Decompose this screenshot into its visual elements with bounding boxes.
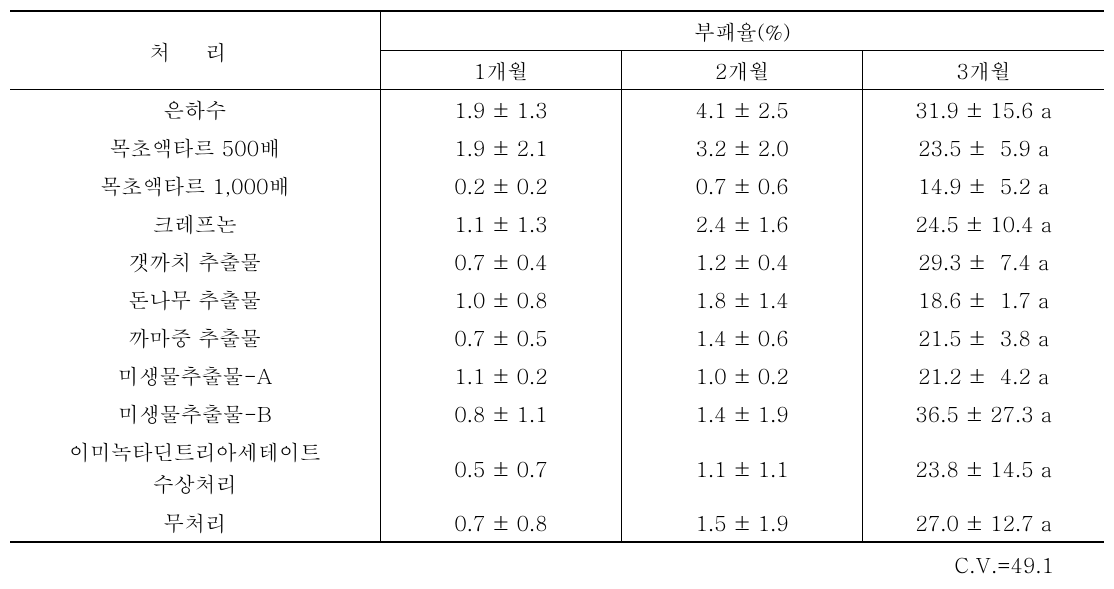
month2-value: 1.4 ± 0.6 [622,318,863,356]
month2-value: 1.2 ± 0.4 [622,242,863,280]
month2-value: 1.5 ± 1.9 [622,503,863,542]
month1-value: 0.7 ± 0.5 [380,318,621,356]
month2-value: 1.4 ± 1.9 [622,394,863,432]
month2-value: 4.1 ± 2.5 [622,90,863,129]
table-row: 미생물추출물-B0.8 ± 1.11.4 ± 1.936.5 ± 27.3 a [10,394,1104,432]
header-month2: 2개월 [622,51,863,90]
month3-value: 31.9 ± 15.6 a [863,90,1104,129]
month2-value: 1.0 ± 0.2 [622,356,863,394]
month3-value: 14.9 ± 5.2 a [863,166,1104,204]
header-treatment: 처 리 [10,11,380,90]
month1-value: 0.8 ± 1.1 [380,394,621,432]
cv-footer: C.V.=49.1 [10,543,1104,579]
month1-value: 1.1 ± 0.2 [380,356,621,394]
month3-value: 29.3 ± 7.4 a [863,242,1104,280]
month3-value: 21.5 ± 3.8 a [863,318,1104,356]
month2-value: 3.2 ± 2.0 [622,128,863,166]
treatment-label: 돈나무 추출물 [10,280,380,318]
month1-value: 0.7 ± 0.4 [380,242,621,280]
month3-value: 27.0 ± 12.7 a [863,503,1104,542]
month1-value: 0.2 ± 0.2 [380,166,621,204]
table-row: 목초액타르 500배1.9 ± 2.13.2 ± 2.023.5 ± 5.9 a [10,128,1104,166]
month2-value: 1.8 ± 1.4 [622,280,863,318]
month3-value: 23.5 ± 5.9 a [863,128,1104,166]
header-month1: 1개월 [380,51,621,90]
month1-value: 1.0 ± 0.8 [380,280,621,318]
table-row: 갯까치 추출물0.7 ± 0.41.2 ± 0.429.3 ± 7.4 a [10,242,1104,280]
table-row: 돈나무 추출물1.0 ± 0.81.8 ± 1.418.6 ± 1.7 a [10,280,1104,318]
month3-value: 21.2 ± 4.2 a [863,356,1104,394]
month1-value: 0.7 ± 0.8 [380,503,621,542]
month3-value: 24.5 ± 10.4 a [863,204,1104,242]
treatment-label: 목초액타르 500배 [10,128,380,166]
header-month3: 3개월 [863,51,1104,90]
treatment-label: 까마중 추출물 [10,318,380,356]
treatment-label: 이미녹타딘트리아세테이트수상처리 [10,432,380,503]
month3-value: 23.8 ± 14.5 a [863,432,1104,503]
month2-value: 0.7 ± 0.6 [622,166,863,204]
table-row: 미생물추출물-A1.1 ± 0.21.0 ± 0.221.2 ± 4.2 a [10,356,1104,394]
header-decay-group: 부패율(%) [380,11,1104,51]
month1-value: 0.5 ± 0.7 [380,432,621,503]
month2-value: 1.1 ± 1.1 [622,432,863,503]
month1-value: 1.9 ± 1.3 [380,90,621,129]
table-row: 은하수1.9 ± 1.34.1 ± 2.531.9 ± 15.6 a [10,90,1104,129]
table-row: 크레프논1.1 ± 1.32.4 ± 1.624.5 ± 10.4 a [10,204,1104,242]
treatment-label: 크레프논 [10,204,380,242]
month2-value: 2.4 ± 1.6 [622,204,863,242]
month3-value: 18.6 ± 1.7 a [863,280,1104,318]
table-row: 목초액타르 1,000배0.2 ± 0.20.7 ± 0.614.9 ± 5.2… [10,166,1104,204]
month1-value: 1.9 ± 2.1 [380,128,621,166]
decay-rate-table: 처 리 부패율(%) 1개월 2개월 3개월 은하수1.9 ± 1.34.1 ±… [10,10,1104,543]
treatment-label: 갯까치 추출물 [10,242,380,280]
treatment-label: 은하수 [10,90,380,129]
table-row: 이미녹타딘트리아세테이트수상처리0.5 ± 0.71.1 ± 1.123.8 ±… [10,432,1104,503]
month1-value: 1.1 ± 1.3 [380,204,621,242]
treatment-label: 무처리 [10,503,380,542]
table-row: 까마중 추출물0.7 ± 0.51.4 ± 0.621.5 ± 3.8 a [10,318,1104,356]
treatment-label: 미생물추출물-A [10,356,380,394]
treatment-label: 목초액타르 1,000배 [10,166,380,204]
month3-value: 36.5 ± 27.3 a [863,394,1104,432]
treatment-label: 미생물추출물-B [10,394,380,432]
table-body: 은하수1.9 ± 1.34.1 ± 2.531.9 ± 15.6 a목초액타르 … [10,90,1104,543]
table-row: 무처리0.7 ± 0.81.5 ± 1.927.0 ± 12.7 a [10,503,1104,542]
